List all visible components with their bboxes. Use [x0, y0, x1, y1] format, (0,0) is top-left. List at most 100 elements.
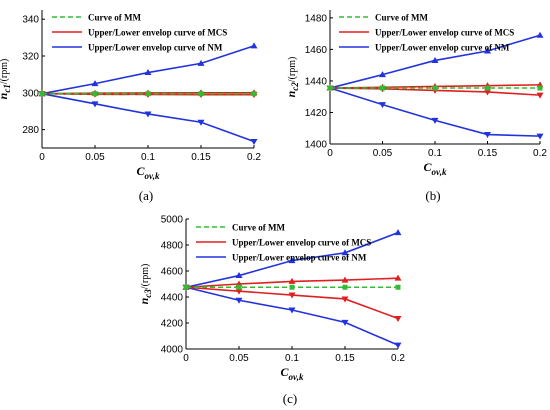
data-point-mm — [251, 91, 257, 97]
x-tick-label: 0.1 — [285, 353, 299, 364]
y-tick-label: 1460 — [305, 45, 328, 56]
legend-label: Upper/Lower envelop curve of MCS — [375, 28, 514, 38]
y-tick-label: 1420 — [305, 108, 328, 119]
x-tick-label: 0.1 — [428, 148, 442, 159]
data-point-nm — [91, 80, 99, 87]
data-point-nm — [379, 71, 386, 78]
data-point-nm — [484, 47, 491, 54]
data-point-mm — [395, 284, 401, 290]
y-tick-label: 320 — [22, 52, 39, 63]
data-point-nm — [288, 257, 296, 264]
data-point-nm — [431, 117, 439, 124]
y-axis-label-unit: /(rpm) — [140, 264, 151, 290]
data-point-mm — [485, 85, 490, 91]
y-tick-label: 340 — [22, 15, 39, 26]
data-point-nm — [394, 229, 402, 236]
panel-label: (c) — [283, 391, 297, 406]
y-tick-label: 4800 — [161, 241, 184, 252]
data-point-mcs — [341, 276, 349, 283]
x-tick-label: 0.05 — [229, 353, 249, 364]
y-tick-label: 4000 — [161, 345, 184, 356]
data-point-nm — [91, 101, 99, 108]
data-point-nm — [144, 69, 152, 76]
legend-label: Upper/Lower envelop curve of NM — [375, 43, 510, 53]
y-axis-label-main: n — [137, 297, 151, 304]
y-tick-label: 1400 — [305, 140, 328, 151]
data-point-mm — [342, 284, 348, 290]
legend-label: Upper/Lower envelop curve of MCS — [232, 238, 371, 248]
x-axis-label: Cov,k — [424, 160, 447, 177]
x-tick-label: 0.05 — [373, 148, 393, 159]
chart-panel-b: 0 0.05 0.1 0.15 0.2 1400 1420 1440 1460 1480 nc2/(… — [284, 10, 547, 203]
panel-label: (b) — [425, 188, 440, 203]
data-point-mcs — [536, 92, 544, 99]
data-point-mm — [327, 85, 333, 91]
series-line-mcs — [185, 286, 399, 320]
data-point-nm — [431, 56, 439, 63]
data-point-mm — [236, 284, 242, 290]
data-point-nm — [144, 111, 152, 118]
data-point-nm — [288, 307, 296, 314]
x-axis-label-sub: ov,k — [432, 167, 447, 177]
x-tick-label: 0.15 — [335, 353, 355, 364]
x-axis-label-main: C — [281, 365, 290, 379]
data-point-mcs — [288, 277, 296, 284]
y-tick-label: 300 — [22, 88, 39, 99]
y-axis-label-main: n — [284, 90, 298, 97]
y-axis-label-sub: c3 — [143, 289, 153, 298]
x-axis-label-sub: ov,k — [145, 171, 160, 181]
data-point-nm — [197, 119, 205, 126]
data-point-mm — [537, 85, 543, 91]
y-axis-label: nc3/(rpm) — [137, 264, 153, 305]
x-tick-label: 0.15 — [191, 152, 211, 163]
data-point-mm — [145, 91, 151, 97]
x-axis-label: Cov,k — [281, 365, 304, 382]
data-point-mm — [39, 91, 45, 97]
data-point-nm — [197, 59, 205, 66]
x-tick-label: 0.05 — [85, 152, 105, 163]
panel-label: (a) — [139, 188, 153, 203]
y-tick-label: 1480 — [305, 13, 328, 24]
y-axis-label: nc2/(rpm) — [284, 57, 300, 98]
y-tick-label: 4200 — [161, 319, 184, 330]
y-tick-label: 280 — [22, 125, 39, 136]
series-line-nm — [329, 87, 541, 137]
y-axis-label-sub: c2 — [290, 82, 300, 91]
data-point-nm — [250, 42, 258, 49]
y-tick-label: 4600 — [161, 267, 184, 278]
x-tick-label: 0 — [39, 152, 45, 163]
x-axis-label: Cov,k — [137, 164, 160, 181]
x-tick-label: 0 — [327, 148, 333, 159]
series-line-nm — [41, 92, 255, 143]
legend-label: Curve of MM — [232, 223, 285, 233]
legend-label: Upper/Lower envelop curve of NM — [88, 43, 223, 53]
data-point-nm — [379, 102, 386, 109]
chart-panel-a: 0 0.05 0.1 0.15 0.2 280 300 320 340 nc1/(rpm) Cov,… — [0, 10, 261, 203]
data-point-nm — [235, 272, 243, 279]
data-point-mcs — [288, 292, 296, 299]
x-tick-label: 0 — [183, 353, 189, 364]
data-point-mm — [183, 284, 189, 290]
x-axis-label-main: C — [424, 160, 433, 174]
legend-label: Curve of MM — [375, 13, 428, 23]
data-point-nm — [341, 249, 349, 256]
data-point-mcs — [235, 288, 243, 295]
y-tick-label: 1440 — [305, 76, 328, 87]
data-point-mcs — [484, 89, 491, 96]
data-point-mm — [380, 85, 385, 91]
data-point-nm — [235, 297, 243, 304]
data-point-nm — [250, 139, 258, 146]
x-tick-label: 0.2 — [391, 353, 405, 364]
data-point-nm — [394, 342, 402, 349]
x-tick-label: 0.15 — [478, 148, 498, 159]
legend-label: Curve of MM — [88, 13, 141, 23]
legend-label: Upper/Lower envelop curve of NM — [232, 253, 367, 263]
y-axis-label-unit: /(rpm) — [287, 57, 298, 83]
y-axis-label: nc1/(rpm) — [0, 59, 12, 100]
data-point-mm — [198, 91, 204, 97]
y-axis-label-sub: c1 — [2, 84, 12, 93]
x-tick-label: 0.2 — [247, 152, 261, 163]
data-point-nm — [484, 132, 491, 139]
x-tick-label: 0.1 — [141, 152, 155, 163]
